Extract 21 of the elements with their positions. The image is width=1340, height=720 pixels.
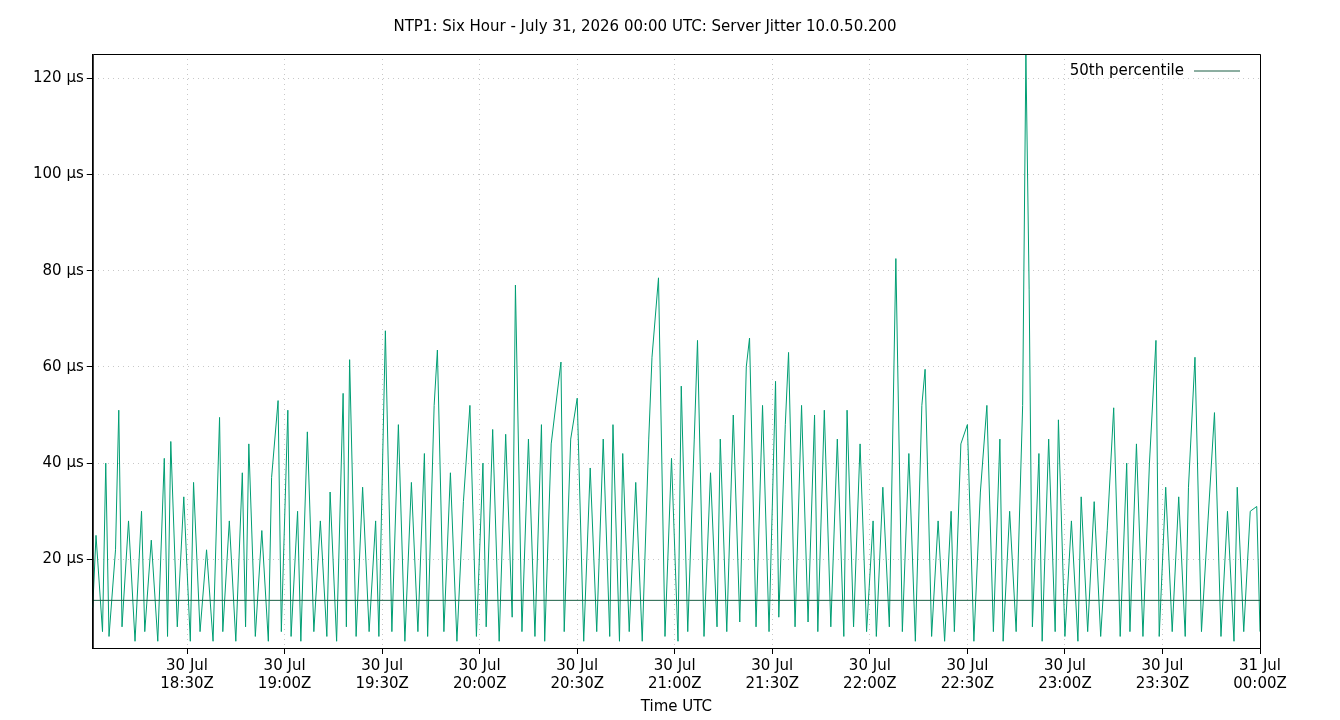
y-tick-label: 80 µs bbox=[42, 260, 84, 279]
y-tick-label: 20 µs bbox=[42, 549, 84, 568]
x-tick-label: 30 Jul 18:30Z bbox=[160, 655, 214, 692]
x-axis-title: Time UTC bbox=[639, 696, 712, 715]
legend-label: 50th percentile bbox=[1069, 60, 1184, 79]
chart-title: NTP1: Six Hour - July 31, 2026 00:00 UTC: Server Jitter 10.0.50.200 bbox=[393, 16, 897, 35]
x-tick-label: 31 Jul 00:00Z bbox=[1233, 655, 1287, 692]
x-tick-label: 30 Jul 23:00Z bbox=[1038, 655, 1092, 692]
x-tick-label: 30 Jul 20:00Z bbox=[452, 655, 507, 692]
x-tick-label: 30 Jul 21:30Z bbox=[745, 655, 800, 692]
x-tick-label: 30 Jul 22:00Z bbox=[843, 655, 897, 692]
y-tick-label: 120 µs bbox=[32, 67, 84, 86]
y-tick-label: 100 µs bbox=[32, 164, 84, 183]
y-tick-label: 40 µs bbox=[42, 453, 84, 472]
x-tick-label: 30 Jul 19:30Z bbox=[355, 655, 409, 692]
x-tick-label: 30 Jul 20:30Z bbox=[550, 655, 604, 692]
x-tick-label: 30 Jul 19:00Z bbox=[257, 655, 312, 692]
y-tick-label: 60 µs bbox=[42, 356, 84, 375]
x-tick-label: 30 Jul 21:00Z bbox=[647, 655, 702, 692]
x-tick-label: 30 Jul 22:30Z bbox=[940, 655, 995, 692]
x-tick-label: 30 Jul 23:30Z bbox=[1135, 655, 1190, 692]
